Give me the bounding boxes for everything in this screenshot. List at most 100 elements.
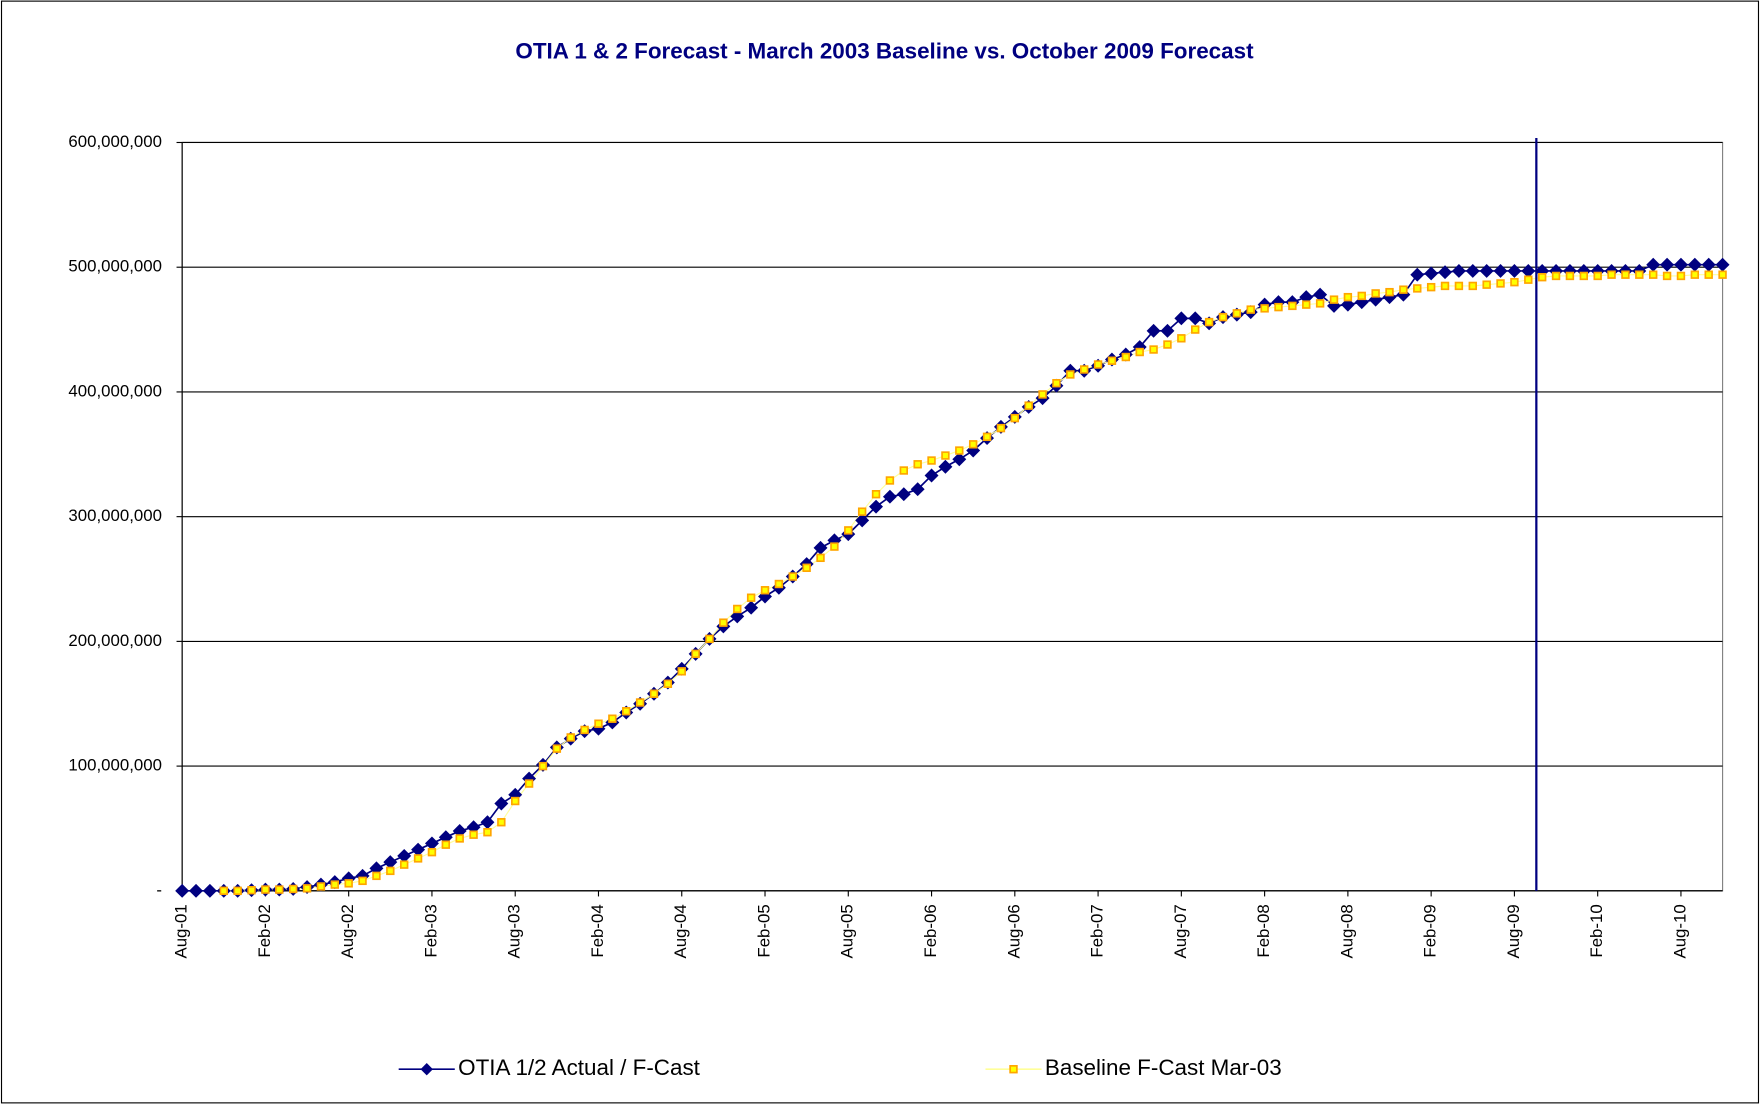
- data-point: [1371, 289, 1380, 298]
- x-tick-label: Feb-10: [1587, 904, 1606, 957]
- x-tick-label: Aug-08: [1337, 904, 1356, 958]
- data-point: [497, 818, 506, 827]
- data-point: [316, 882, 326, 891]
- x-tick-label: Feb-02: [255, 904, 274, 957]
- data-point: [869, 499, 884, 514]
- data-point: [1537, 272, 1547, 282]
- data-point: [1607, 270, 1616, 279]
- data-point: [855, 513, 870, 528]
- data-point: [275, 885, 284, 894]
- data-point: [1635, 270, 1644, 279]
- data-point: [913, 460, 922, 469]
- data-point: [730, 609, 745, 624]
- data-point: [1246, 305, 1255, 314]
- x-tick-label: Aug-01: [172, 904, 191, 958]
- data-point: [1424, 266, 1439, 281]
- data-point: [219, 886, 228, 896]
- data-point: [552, 744, 562, 753]
- data-point: [1191, 325, 1200, 334]
- data-point: [1465, 263, 1480, 278]
- x-tick-label: Aug-10: [1670, 904, 1689, 958]
- x-tick-label: Aug-07: [1171, 904, 1190, 958]
- data-point: [1024, 401, 1033, 410]
- data-point: [927, 456, 936, 465]
- data-point: [744, 600, 759, 615]
- data-point: [760, 586, 770, 595]
- data-point: [910, 482, 925, 497]
- data-point: [1426, 282, 1436, 292]
- x-tick-label: Feb-03: [421, 904, 440, 957]
- data-point: [594, 719, 603, 728]
- data-point: [871, 490, 881, 499]
- data-point: [635, 698, 645, 707]
- data-point: [1551, 271, 1561, 281]
- legend-marker: [1009, 1065, 1018, 1074]
- y-tick-label: 100,000,000: [68, 756, 162, 775]
- y-tick-label: 300,000,000: [68, 506, 162, 525]
- data-point: [202, 883, 217, 898]
- data-point: [524, 779, 534, 788]
- data-point: [1385, 287, 1394, 297]
- data-point: [1510, 277, 1519, 287]
- data-point: [441, 840, 451, 849]
- data-point: [982, 432, 992, 442]
- data-point: [774, 579, 784, 589]
- data-point: [1593, 271, 1602, 281]
- data-point: [1676, 271, 1686, 281]
- data-point: [1673, 257, 1688, 272]
- data-point: [386, 866, 395, 876]
- data-point: [746, 593, 756, 602]
- data-point: [1260, 304, 1269, 313]
- data-point: [1038, 390, 1047, 399]
- data-point: [1135, 347, 1144, 357]
- x-tick-label: Feb-08: [1254, 904, 1273, 957]
- data-point: [1468, 281, 1477, 291]
- data-point: [1177, 334, 1186, 343]
- data-point: [580, 725, 589, 735]
- x-tick-label: Aug-04: [671, 904, 690, 958]
- data-point: [1343, 292, 1353, 302]
- chart-title: OTIA 1 & 2 Forecast - March 2003 Baselin…: [515, 39, 1254, 64]
- data-point: [608, 714, 617, 723]
- data-point: [1507, 263, 1522, 278]
- data-point: [1690, 270, 1700, 279]
- data-point: [288, 884, 298, 894]
- x-tick-label: Aug-03: [505, 904, 524, 958]
- data-point: [455, 834, 464, 843]
- data-point: [1149, 345, 1158, 354]
- y-tick-label: 200,000,000: [68, 631, 162, 650]
- data-point: [1329, 295, 1339, 304]
- data-point: [1454, 281, 1464, 291]
- data-point: [1357, 291, 1366, 301]
- y-tick-label: 600,000,000: [68, 132, 162, 151]
- data-point: [1160, 323, 1175, 338]
- data-point: [899, 466, 909, 475]
- data-point: [1079, 365, 1089, 374]
- x-tick-label: Aug-02: [338, 904, 357, 958]
- data-point: [1052, 378, 1061, 388]
- data-point: [302, 884, 312, 893]
- data-point: [719, 618, 728, 627]
- data-point: [844, 526, 853, 535]
- data-point: [830, 542, 839, 551]
- data-point: [1524, 275, 1533, 284]
- x-tick-label: Feb-07: [1088, 904, 1107, 957]
- data-point: [483, 828, 492, 837]
- legend-item: Baseline F-Cast Mar-03: [985, 1055, 1282, 1080]
- data-point: [358, 876, 367, 886]
- data-point: [1579, 271, 1589, 281]
- data-point: [1174, 311, 1189, 326]
- data-point: [1188, 311, 1203, 326]
- data-point: [233, 886, 242, 896]
- data-point: [1232, 309, 1242, 318]
- data-point: [469, 830, 478, 839]
- data-point: [857, 507, 867, 516]
- data-point: [1410, 267, 1425, 282]
- data-point: [1340, 297, 1355, 312]
- data-point: [1107, 356, 1117, 365]
- data-point: [1648, 270, 1658, 279]
- data-point: [677, 667, 686, 676]
- data-point: [1438, 265, 1452, 280]
- x-tick-label: Feb-05: [754, 904, 773, 957]
- data-point: [705, 634, 714, 644]
